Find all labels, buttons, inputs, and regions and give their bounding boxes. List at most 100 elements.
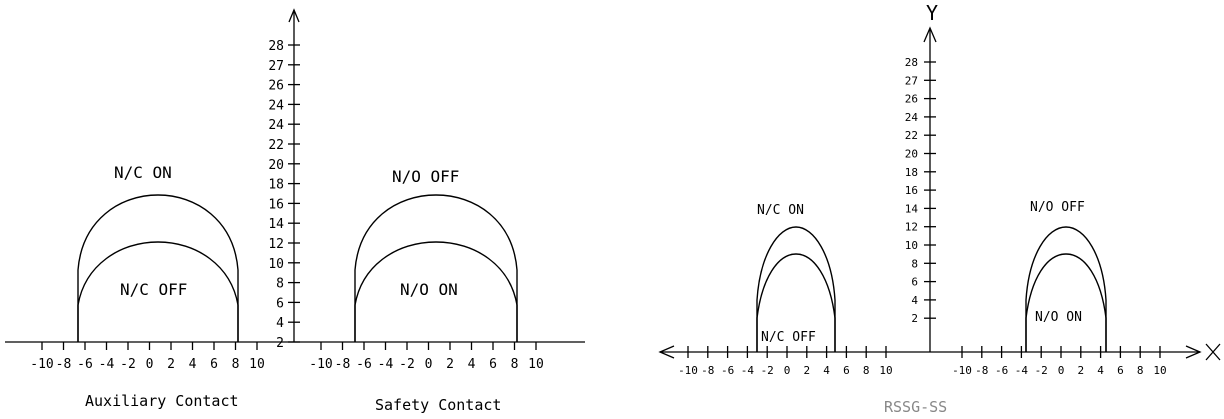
right-y-tick-label: 2: [911, 312, 918, 325]
right-left-x-tick-label: -8: [701, 364, 714, 377]
right-left-x-tick-label: -6: [721, 364, 734, 377]
right-no-off-label: N/O OFF: [1030, 200, 1085, 215]
left-aux-x-tick-label: -8: [56, 357, 72, 372]
right-right-x-tick-label: -4: [1015, 364, 1029, 377]
left-y-tick-label: 24: [268, 118, 284, 133]
right-y-tick-label: 12: [905, 221, 918, 234]
right-nc-on-curve: [756, 226, 836, 352]
left-y-tick-label: 18: [268, 178, 284, 193]
left-safety-x-tick-label: -8: [335, 357, 351, 372]
safety-no-on-label: N/O ON: [400, 280, 458, 299]
right-nc-on-label: N/C ON: [757, 203, 804, 218]
right-y-axis-label: Y: [926, 1, 938, 25]
right-y-tick-label: 20: [905, 148, 918, 161]
right-right-x-tick-label: 8: [1137, 364, 1144, 377]
right-left-x-tick-label: 8: [863, 364, 870, 377]
aux-nc-on-curve: [77, 194, 239, 342]
aux-caption: Auxiliary Contact: [85, 392, 239, 410]
right-left-x-tick-label: -2: [761, 364, 774, 377]
right-x-ticks: -10 -8 -6 -4 -2 0 2 4 6 8 10 -10 -8 -6 -4 -2 0 2 4 6 8 10X: [678, 339, 1201, 377]
left-y-tick-label: 22: [268, 138, 284, 153]
right-left-x-tick-label: 2: [803, 364, 810, 377]
right-y-tick-label: 4: [911, 294, 918, 307]
right-left-x-tick-label: 4: [823, 364, 830, 377]
safety-no-off-label: N/O OFF: [392, 167, 459, 186]
left-y-arrowhead: [288, 8, 300, 23]
left-y-tick-label: 24: [268, 98, 284, 113]
right-x-arrow-left: [658, 345, 675, 359]
left-aux-x-tick-label: 0: [146, 357, 154, 372]
right-right-x-tick-label: -6: [995, 364, 1008, 377]
left-aux-x-tick-label: -6: [77, 357, 93, 372]
left-y-tick-label: 26: [268, 79, 284, 94]
right-y-tick-label: 6: [911, 276, 918, 289]
left-y-tick-label: 20: [268, 158, 284, 173]
right-y-tick-label: 28: [905, 56, 918, 69]
left-y-tick-label: 4: [276, 316, 284, 331]
left-y-tick-label: 12: [268, 237, 284, 252]
right-y-tick-label: 10: [905, 239, 918, 252]
left-safety-x-tick-label: -4: [378, 357, 394, 372]
left-aux-x-tick-label: 8: [232, 357, 240, 372]
left-safety-x-tick-label: -6: [356, 357, 372, 372]
left-y-tick-label: 10: [268, 257, 284, 272]
left-aux-x-tick-label: 2: [167, 357, 175, 372]
left-safety-x-tick-label: -2: [399, 357, 415, 372]
left-y-tick-label: 27: [268, 59, 284, 74]
left-safety-x-tick-label: 10: [528, 357, 544, 372]
right-y-tick-label: 22: [905, 129, 918, 142]
left-safety-x-tick-label: 6: [489, 357, 497, 372]
right-left-x-tick-label: -10: [678, 364, 698, 377]
left-safety-x-tick-label: 8: [511, 357, 519, 372]
left-y-tick-label: 16: [268, 197, 284, 212]
right-y-tick-label: 18: [905, 166, 918, 179]
aux-nc-on-label: N/C ON: [114, 163, 172, 182]
right-x-axis-label: X: [1200, 339, 1201, 341]
left-safety-x-tick-label: 2: [446, 357, 454, 372]
right-no-on-label: N/O ON: [1035, 310, 1082, 325]
left-aux-x-tick-label: 4: [189, 357, 197, 372]
right-right-x-tick-label: 0: [1058, 364, 1065, 377]
aux-nc-off-label: N/C OFF: [120, 280, 187, 299]
left-safety-x-tick-label: 4: [468, 357, 476, 372]
left-safety-x-tick-label: 0: [425, 357, 433, 372]
safety-no-on-curve: [354, 241, 518, 342]
right-no-off-curve: [1025, 226, 1107, 352]
right-left-x-tick-label: 10: [879, 364, 892, 377]
left-aux-x-tick-label: -10: [30, 357, 53, 372]
left-aux-x-tick-label: 6: [210, 357, 218, 372]
right-nc-off-label: N/C OFF: [761, 330, 816, 345]
right-left-x-tick-label: 6: [843, 364, 850, 377]
right-y-tick-label: 14: [905, 202, 919, 215]
left-y-tick-label: 14: [268, 217, 284, 232]
right-left-x-tick-label: -4: [741, 364, 755, 377]
right-nc-off-curve: [756, 253, 836, 352]
right-caption: RSSG-SS: [884, 398, 947, 416]
left-aux-x-tick-label: 10: [249, 357, 265, 372]
right-right-x-tick-label: 10: [1153, 364, 1166, 377]
left-aux-x-tick-label: -4: [99, 357, 115, 372]
left-y-ticks: 28 27 26 24 24 22 20 18 16 14 12 10 8 6 4 2: [268, 39, 300, 351]
right-y-tick-label: 8: [911, 257, 918, 270]
right-right-x-tick-label: 2: [1077, 364, 1084, 377]
right-y-arrowhead: [923, 26, 937, 43]
right-x-arrow-right: [1185, 345, 1202, 359]
right-right-x-tick-label: -2: [1035, 364, 1048, 377]
aux-nc-off-curve: [77, 241, 239, 342]
left-y-tick-label: 2: [276, 336, 284, 351]
right-right-x-tick-label: 4: [1097, 364, 1104, 377]
right-left-x-tick-label: 0: [784, 364, 791, 377]
right-no-on-curve: [1025, 253, 1107, 352]
left-x-ticks: -10 -8 -6 -4 -2 0 2 4 6 8 10 -10 -8 -6 -4 -2 0 2 4 6 8 10: [30, 342, 544, 372]
left-aux-x-tick-label: -2: [120, 357, 136, 372]
right-y-ticks: 28 27 26 24 22 20 18 16 14 12 10 8 6 4 2: [905, 56, 936, 325]
right-y-tick-label: 24: [905, 111, 919, 124]
right-right-x-tick-label: 6: [1117, 364, 1124, 377]
safety-caption: Safety Contact: [375, 396, 501, 414]
right-y-tick-label: 16: [905, 184, 918, 197]
right-right-x-tick-label: -10: [952, 364, 972, 377]
left-y-tick-label: 28: [268, 39, 284, 54]
